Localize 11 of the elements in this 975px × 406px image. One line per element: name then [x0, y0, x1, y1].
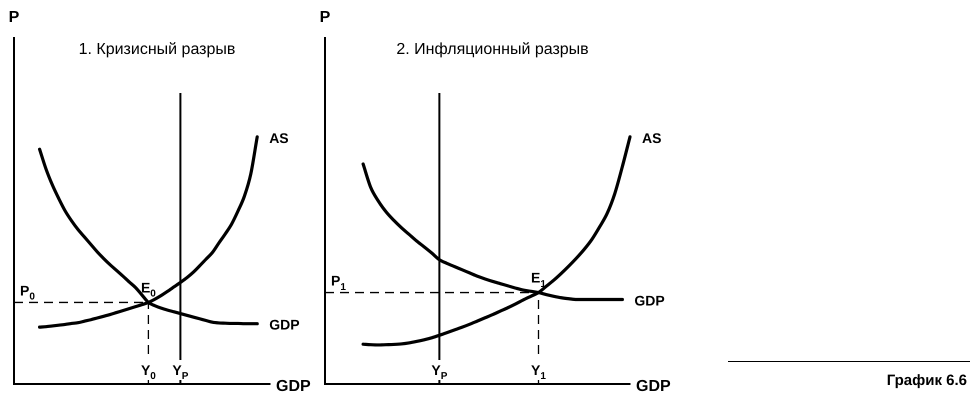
y-axis-title: P [8, 9, 20, 26]
series-label: AS [269, 130, 289, 146]
text: График 6.6 [886, 372, 967, 389]
series-label: GDP [634, 292, 665, 308]
y-axis-title: P [320, 9, 331, 26]
x-axis-title: GDP [276, 378, 311, 395]
chart-title: 2. Инфляционный разрыв [396, 41, 589, 58]
x-axis-title: GDP [636, 378, 671, 395]
series-label: GDP [269, 316, 300, 333]
series-label: AS [642, 130, 662, 146]
chart-title: 1. Кризисный разрыв [78, 41, 236, 58]
